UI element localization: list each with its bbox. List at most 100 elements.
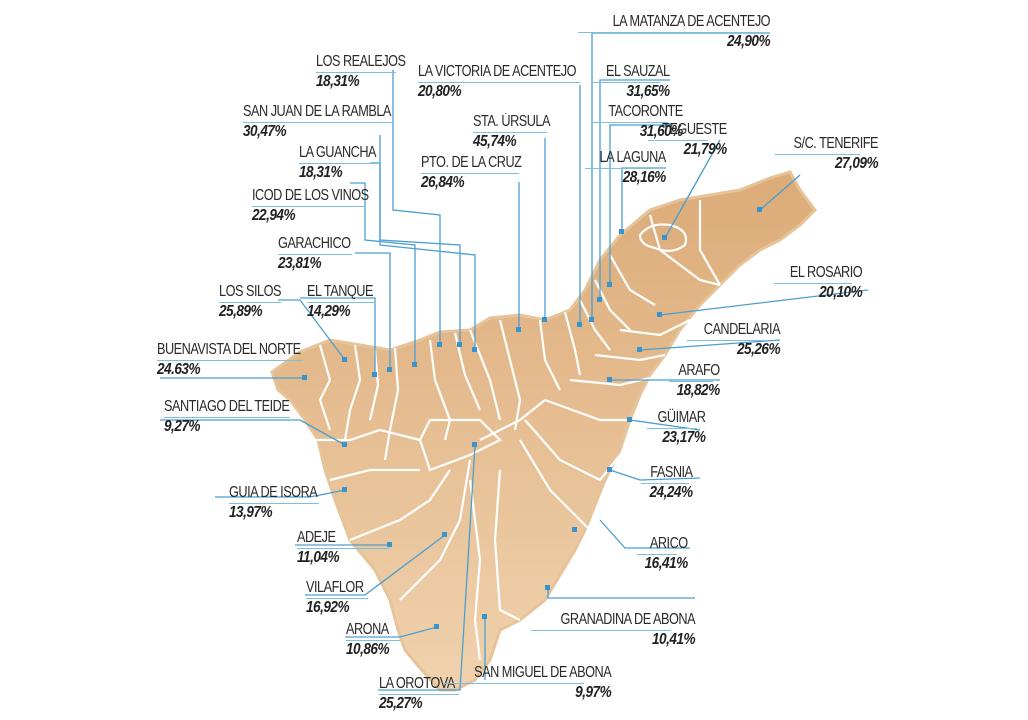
underline: [592, 81, 661, 83]
label-sc-tenerife: S/C. TENERIFE 27,09%: [774, 135, 879, 172]
municipality-name: EL TANQUE: [307, 283, 373, 300]
municipality-name: TACORONTE: [608, 103, 684, 120]
municipality-name: BUENAVISTA DEL NORTE: [157, 341, 301, 358]
underline: [278, 253, 352, 255]
municipality-name: TEGUESTE: [662, 121, 727, 138]
municipality-value: 27,09%: [834, 155, 879, 172]
municipality-value: 11,04%: [297, 549, 340, 566]
label-arico: ARICO 16,41%: [637, 536, 689, 572]
label-arona: ARONA 10,86%: [346, 622, 400, 658]
label-granadina-de-abona: GRANADINA DE ABONA 10,41%: [530, 611, 696, 648]
label-buenavista-del-norte: BUENAVISTA DEL NORTE 24.63%: [157, 342, 332, 378]
underline: [421, 172, 519, 174]
municipality-name: SANTIAGO DEL TEIDE: [164, 398, 290, 415]
municipality-value: 18,31%: [316, 73, 360, 90]
label-guimar: GÜIMAR 23,17%: [646, 410, 706, 446]
label-los-silos: LOS SILOS 25,89%: [219, 284, 295, 320]
label-el-sauzal: EL SAUZAL 31,65%: [592, 63, 671, 100]
underline: [585, 167, 656, 169]
municipality-name: GARACHICO: [278, 235, 351, 252]
underline: [637, 553, 678, 555]
municipality-name: VILAFLOR: [306, 579, 364, 596]
underline: [307, 301, 375, 303]
label-la-victoria-de-acentejo: LA VICTORIA DE ACENTEJO 20,80%: [418, 64, 611, 100]
underline: [219, 301, 281, 303]
underline: [243, 121, 393, 123]
municipality-name: GRANADINA DE ABONA: [560, 611, 695, 628]
municipality-name: EL SAUZAL: [606, 63, 670, 80]
municipality-name: GUIA DE ISORA: [229, 484, 318, 501]
label-guia-de-isora: GUIA DE ISORA 13,97%: [229, 485, 337, 521]
underline: [641, 482, 690, 484]
municipality-value: 18,31%: [299, 164, 343, 181]
label-sta-ursula: STA. ÚRSULA 45,74%: [473, 114, 567, 150]
label-la-matanza-de-acentejo: LA MATANZA DE ACENTEJO 24,90%: [577, 13, 771, 50]
municipality-value: 20,80%: [418, 83, 462, 100]
municipality-name: LA LAGUNA: [599, 149, 667, 166]
island-shape: [270, 170, 817, 692]
underline: [530, 629, 671, 631]
label-el-tanque: EL TANQUE 14,29%: [307, 284, 387, 320]
municipality-name: PTO. DE LA CRUZ: [421, 154, 522, 171]
underline: [299, 162, 381, 164]
municipality-value: 28,16%: [622, 169, 667, 186]
leader-dots: [302, 207, 762, 629]
underline: [473, 131, 547, 133]
municipality-value: 13,97%: [229, 504, 273, 521]
municipality-name: STA. ÚRSULA: [473, 113, 550, 130]
label-arafo: ARAFO 18,82%: [669, 363, 721, 399]
municipality-value: 24.63%: [157, 361, 201, 378]
municipality-name: LA VICTORIA DE ACENTEJO: [418, 63, 576, 80]
underline: [346, 639, 400, 641]
label-san-miguel-de-abona: SAN MIGUEL DE ABONA 9,97%: [443, 665, 612, 701]
underline: [157, 359, 303, 361]
municipality-value: 18,82%: [676, 382, 721, 399]
underline: [316, 71, 396, 73]
label-tacoronte: TACORONTE 31,60%: [592, 103, 684, 140]
municipality-name: SAN JUAN DE LA RAMBLA: [243, 103, 391, 120]
underline: [577, 31, 758, 33]
underline: [306, 597, 368, 599]
municipality-value: 26,84%: [421, 174, 465, 191]
label-fasnia: FASNIA 24,24%: [641, 465, 694, 501]
municipality-value: 9,27%: [164, 418, 201, 435]
municipality-name: LA MATANZA DE ACENTEJO: [612, 13, 770, 30]
underline: [686, 339, 765, 341]
underline: [297, 547, 389, 549]
municipality-name: ADEJE: [297, 529, 336, 546]
municipality-name: LA OROTOVA: [379, 675, 455, 692]
municipality-name: ARONA: [346, 621, 389, 638]
municipality-value: 30,47%: [243, 123, 287, 140]
municipality-value: 22,94%: [252, 207, 296, 224]
municipality-value: 14,29%: [307, 303, 351, 320]
municipality-value: 25,26%: [736, 341, 781, 358]
underline: [774, 153, 860, 155]
municipality-value: 31,65%: [626, 83, 671, 100]
municipality-name: S/C. TENERIFE: [793, 135, 879, 152]
underline: [592, 121, 669, 123]
municipality-value: 24,24%: [649, 484, 694, 501]
municipality-value: 10,86%: [346, 641, 390, 658]
underline: [252, 205, 364, 207]
underline: [379, 693, 459, 695]
underline: [669, 380, 714, 382]
municipality-value: 20,10%: [818, 284, 863, 301]
label-garachico: GARACHICO 23,81%: [278, 236, 366, 272]
leader-lines: [160, 32, 869, 691]
underline: [229, 502, 319, 504]
underline: [443, 682, 584, 684]
label-la-laguna: LA LAGUNA 28,16%: [585, 149, 667, 186]
municipality-name: ICOD DE LOS VINOS: [252, 187, 369, 204]
municipality-value: 9,97%: [574, 684, 612, 701]
municipality-value: 23,17%: [661, 429, 706, 446]
municipality-value: 23,81%: [278, 255, 322, 272]
underline: [646, 427, 697, 429]
municipality-value: 31,60%: [639, 123, 684, 140]
municipality-name: LOS REALEJOS: [316, 53, 406, 70]
municipality-value: 25,27%: [379, 695, 423, 712]
municipality-value: 25,89%: [219, 303, 263, 320]
underline: [164, 416, 290, 418]
municipality-name: CANDELARIA: [703, 321, 781, 338]
label-pto-de-la-cruz: PTO. DE LA CRUZ 26,84%: [421, 155, 544, 191]
